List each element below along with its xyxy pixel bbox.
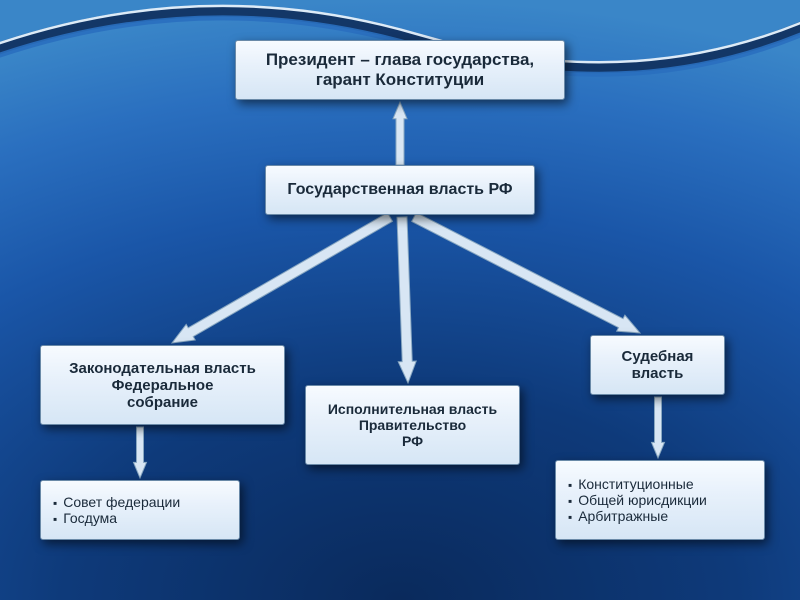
list-item: Арбитражные	[568, 508, 707, 524]
president-line1: Президент – глава государства,	[248, 50, 552, 70]
list-item: Госдума	[53, 510, 180, 526]
judicial-line1: Судебная	[603, 348, 712, 365]
list-item: Общей юрисдикции	[568, 492, 707, 508]
node-state-power: Государственная власть РФ	[265, 165, 535, 215]
power-to-judicial	[412, 213, 640, 333]
node-judicial: Судебная власть	[590, 335, 725, 395]
executive-line3: РФ	[318, 433, 507, 449]
executive-line2: Правительство	[318, 417, 507, 433]
judicial-to-list	[652, 397, 665, 458]
president-line2: гарант Конституции	[248, 70, 552, 90]
courts-list: КонституционныеОбщей юрисдикцииАрбитражн…	[568, 476, 707, 524]
list-item: Совет федерации	[53, 494, 180, 510]
list-item: Конституционные	[568, 476, 707, 492]
legislative-to-list	[134, 427, 147, 478]
node-fed-council: Совет федерацииГосдума	[40, 480, 240, 540]
legislative-line3: собрание	[53, 394, 272, 411]
executive-line1: Исполнительная власть	[318, 401, 507, 417]
legislative-line1: Законодательная власть	[53, 360, 272, 377]
fed-council-list: Совет федерацииГосдума	[53, 494, 180, 526]
node-president: Президент – глава государства, гарант Ко…	[235, 40, 565, 100]
node-courts: КонституционныеОбщей юрисдикцииАрбитражн…	[555, 460, 765, 540]
legislative-line2: Федеральное	[53, 377, 272, 394]
node-legislative: Законодательная власть Федеральное собра…	[40, 345, 285, 425]
judicial-line2: власть	[603, 365, 712, 382]
node-executive: Исполнительная власть Правительство РФ	[305, 385, 520, 465]
power-to-president	[393, 102, 407, 165]
power-to-legislative	[172, 213, 393, 343]
power-to-executive	[397, 217, 416, 383]
state-power-line1: Государственная власть РФ	[278, 181, 522, 199]
